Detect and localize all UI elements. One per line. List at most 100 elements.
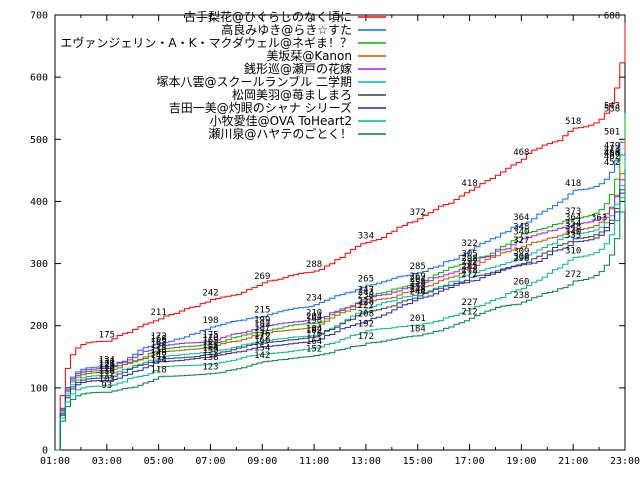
value-label: 260 <box>513 277 529 287</box>
y-tick-label: 300 <box>30 259 48 270</box>
legend-label: 高良みゆき@らき☆すた <box>221 22 352 37</box>
value-label: 278 <box>461 266 477 276</box>
value-label: 165 <box>202 336 218 346</box>
value-label: 123 <box>202 363 218 373</box>
value-label: 247 <box>358 286 374 296</box>
value-label: 300 <box>513 253 529 263</box>
value-label: 158 <box>151 341 167 351</box>
y-tick-label: 600 <box>30 73 48 84</box>
value-label: 354 <box>565 219 581 229</box>
extra-value-label: 363 <box>591 213 607 223</box>
legend-label: 松岡美羽@苺ましまろ <box>232 88 352 102</box>
value-label: 252 <box>410 282 426 292</box>
y-tick-label: 0 <box>42 446 48 457</box>
legend-label: エヴァンジェリン・A・K・マクダウェル@ネギま！？ <box>60 35 352 50</box>
value-label: 142 <box>151 351 167 361</box>
value-label: 272 <box>565 270 581 280</box>
value-label: 150 <box>202 346 218 356</box>
x-tick-label: 21:00 <box>558 456 588 467</box>
series-line-0 <box>55 22 626 451</box>
value-label: 211 <box>151 308 167 318</box>
value-label: 192 <box>254 320 270 330</box>
value-label: 373 <box>565 207 581 217</box>
legend-label: 銭形巡@瀬戸の花嫁 <box>244 61 352 76</box>
y-tick-label: 500 <box>30 135 48 146</box>
value-label: 208 <box>358 310 374 320</box>
value-label: 468 <box>513 148 529 158</box>
value-label: 184 <box>410 325 426 335</box>
value-label: 198 <box>202 316 218 326</box>
value-label: 176 <box>306 330 322 340</box>
value-label: 116 <box>99 367 115 377</box>
value-label: 146 <box>151 348 167 358</box>
value-label: 112 <box>99 369 115 379</box>
value-label: 134 <box>99 356 115 366</box>
value-label: 172 <box>254 332 270 342</box>
x-tick-label: 11:00 <box>299 456 329 467</box>
series-line-3 <box>55 138 626 451</box>
series-line-5 <box>55 156 626 451</box>
value-label: 199 <box>254 315 270 325</box>
x-tick-label: 01:00 <box>40 456 70 467</box>
value-label: 184 <box>306 325 322 335</box>
legend-label: 吉田一美@灼眼のシャナ シリーズ <box>169 100 352 115</box>
value-label: 364 <box>565 213 581 223</box>
value-label: 212 <box>461 307 477 317</box>
x-tick-label: 13:00 <box>351 456 381 467</box>
legend-label: 小牧愛佳@OVA ToHeart2 <box>210 114 352 128</box>
value-label: 210 <box>306 309 322 319</box>
value-label: 222 <box>358 301 374 311</box>
y-tick-label: 400 <box>30 197 48 208</box>
x-tick-label: 23:00 <box>610 456 640 467</box>
value-label: 309 <box>513 247 529 257</box>
value-label: 238 <box>513 291 529 301</box>
value-label: 131 <box>99 358 115 368</box>
value-label: 372 <box>410 208 426 218</box>
value-label: 288 <box>306 260 322 270</box>
value-label: 335 <box>565 231 581 241</box>
value-label: 228 <box>358 297 374 307</box>
value-label: 418 <box>565 179 581 189</box>
value-label: 204 <box>306 312 322 322</box>
value-label: 118 <box>151 366 167 376</box>
value-label: 215 <box>254 305 270 315</box>
value-label: 285 <box>410 262 426 272</box>
value-label: 172 <box>151 332 167 342</box>
value-label: 162 <box>151 338 167 348</box>
x-tick-label: 15:00 <box>403 456 433 467</box>
value-label: 138 <box>202 353 218 363</box>
value-label: 166 <box>254 336 270 346</box>
y-tick-label: 200 <box>30 321 48 332</box>
series-line-8 <box>55 160 626 451</box>
value-label: 198 <box>306 316 322 326</box>
value-label: 462 <box>604 152 620 162</box>
value-label: 479 <box>604 141 620 151</box>
value-label: 518 <box>565 117 581 127</box>
value-label: 327 <box>513 236 529 246</box>
value-label: 182 <box>306 326 322 336</box>
value-label: 258 <box>410 279 426 289</box>
value-label: 322 <box>461 239 477 249</box>
y-tick-label: 100 <box>30 383 48 394</box>
value-label: 269 <box>254 272 270 282</box>
value-label: 164 <box>306 337 322 347</box>
value-label: 310 <box>565 246 581 256</box>
series-line-4 <box>55 152 626 451</box>
value-label: 142 <box>254 351 270 361</box>
legend-label: 瀬川泉@ハヤテのごとく！ <box>208 126 352 141</box>
value-label: 340 <box>513 228 529 238</box>
x-tick-label: 17:00 <box>454 456 484 467</box>
value-label: 234 <box>306 294 322 304</box>
value-label: 473 <box>604 145 620 155</box>
value-label: 152 <box>306 345 322 355</box>
value-label: 265 <box>358 274 374 284</box>
series-line-1 <box>55 112 626 451</box>
value-label: 154 <box>202 343 218 353</box>
value-label: 468 <box>604 148 620 158</box>
value-label: 150 <box>151 346 167 356</box>
value-label: 134 <box>151 356 167 366</box>
value-label: 238 <box>358 291 374 301</box>
value-label: 452 <box>604 158 620 168</box>
value-label: 501 <box>604 128 620 138</box>
value-label: 340 <box>565 228 581 238</box>
